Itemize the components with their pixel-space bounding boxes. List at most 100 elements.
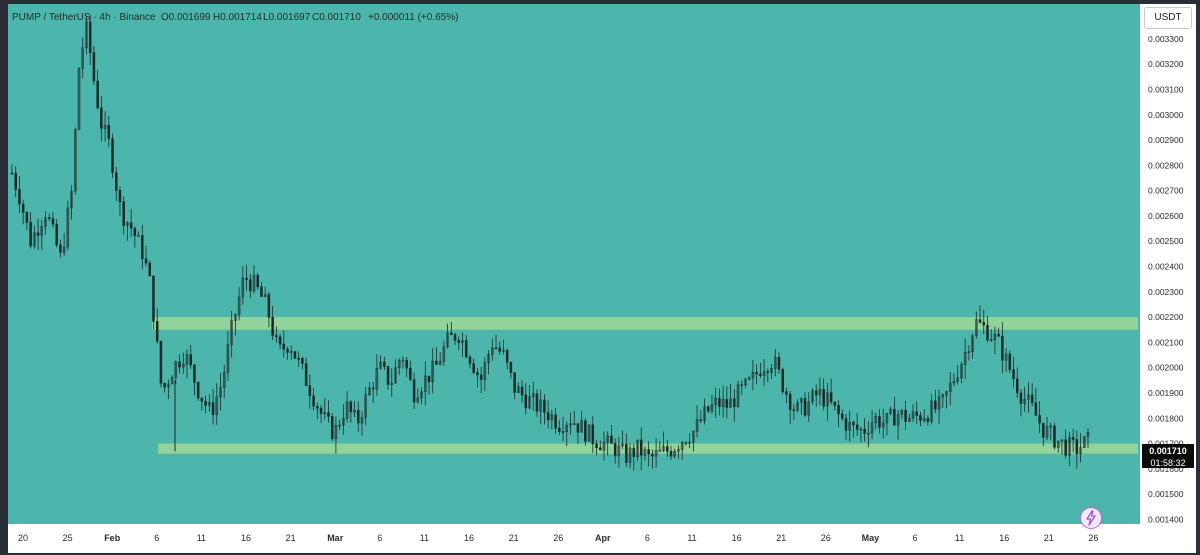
candle-body [204, 401, 207, 406]
lightning-replay-icon[interactable] [1080, 507, 1102, 529]
candle-body [450, 332, 453, 335]
x-tick-label: 26 [1088, 533, 1098, 543]
candle-body [855, 424, 859, 430]
y-tick-label: 0.002200 [1148, 312, 1184, 322]
candle-body [401, 359, 405, 362]
candle-body [386, 366, 390, 385]
plot-area[interactable] [8, 4, 1140, 524]
candle-body [126, 222, 129, 226]
candle-body [230, 320, 233, 345]
candle-body [971, 335, 974, 352]
x-tick-label: May [862, 533, 880, 543]
price-axis[interactable] [1140, 4, 1196, 524]
candle-body [10, 172, 14, 175]
candle-body [1060, 439, 1064, 442]
candle-body [841, 413, 844, 419]
candle-body [25, 212, 29, 223]
y-tick-label: 0.001900 [1148, 388, 1184, 398]
candle-body [81, 47, 84, 69]
candle-body [803, 398, 807, 416]
x-tick-label: 16 [464, 533, 474, 543]
candle-body [528, 396, 531, 409]
symbol-label: PUMP / TetherUS · 4h · Binance [12, 12, 156, 23]
candle-body [736, 384, 740, 408]
time-axis[interactable] [8, 524, 1196, 553]
candle-body [569, 423, 572, 426]
candle-body [632, 447, 636, 457]
candle-body [457, 339, 461, 343]
candle-body [572, 423, 576, 425]
candle-body [565, 424, 569, 432]
candle-body [893, 408, 896, 426]
candle-body [1064, 439, 1067, 456]
candle-body [464, 340, 468, 358]
x-tick-label: Feb [104, 533, 121, 543]
candle-body [960, 364, 963, 379]
candle-body [759, 373, 762, 376]
candle-body [427, 375, 431, 383]
candle-body [446, 332, 449, 347]
x-tick-label: 21 [1044, 533, 1054, 543]
candle-body [982, 322, 986, 326]
candle-body [818, 389, 822, 396]
candle-body [975, 319, 978, 337]
candle-body [1045, 426, 1049, 438]
currency-button[interactable]: USDT [1144, 7, 1192, 29]
candle-body [963, 352, 967, 365]
candle-body [241, 277, 245, 298]
y-tick-label: 0.001400 [1148, 514, 1184, 524]
candle-body [74, 129, 77, 192]
y-tick-label: 0.001500 [1148, 489, 1184, 499]
candle-body [919, 415, 922, 421]
candle-body [859, 428, 863, 431]
candle-body [658, 450, 662, 452]
candle-body [245, 277, 248, 280]
candle-body [833, 401, 837, 406]
candle-body [371, 387, 375, 390]
candle-body [777, 357, 781, 370]
x-tick-label: 11 [955, 533, 964, 543]
candle-body [852, 422, 855, 426]
candle-body [725, 399, 729, 408]
x-tick-label: 16 [732, 533, 742, 543]
candle-body [77, 68, 81, 130]
candle-body [550, 414, 554, 421]
candle-body [673, 451, 676, 457]
candle-body [304, 363, 308, 386]
candle-body [36, 232, 40, 236]
candle-body [1083, 436, 1086, 448]
low-value: L0.001697 [263, 12, 311, 23]
y-tick-label: 0.002000 [1148, 363, 1184, 373]
candle-body [621, 443, 624, 446]
candle-body [152, 275, 155, 322]
candle-body [96, 80, 99, 109]
candle-body [517, 386, 520, 393]
x-tick-label: 16 [999, 533, 1009, 543]
candle-body [703, 406, 706, 422]
candle-body [249, 279, 252, 292]
candle-body [807, 401, 811, 416]
candle-body [535, 393, 539, 412]
x-tick-label: 26 [821, 533, 831, 543]
candle-body [1001, 335, 1004, 361]
candle-body [260, 286, 263, 297]
x-tick-label: 20 [18, 533, 28, 543]
x-tick-label: 6 [912, 533, 917, 543]
y-tick-label: 0.002100 [1148, 337, 1184, 347]
candle-body [669, 451, 673, 457]
ohlc-header: PUMP / TetherUS · 4h · Binance O0.001699… [12, 12, 458, 23]
candle-body [1068, 437, 1071, 456]
candle-body [774, 357, 777, 369]
candle-body [66, 207, 70, 248]
candle-body [155, 321, 159, 342]
candle-body [364, 394, 367, 418]
candle-body [1079, 447, 1082, 454]
zone-support [158, 443, 1138, 454]
candle-body [863, 428, 866, 434]
candle-body [491, 347, 494, 355]
candle-body [599, 447, 602, 451]
candle-body [1086, 431, 1090, 437]
candle-body [967, 351, 971, 353]
